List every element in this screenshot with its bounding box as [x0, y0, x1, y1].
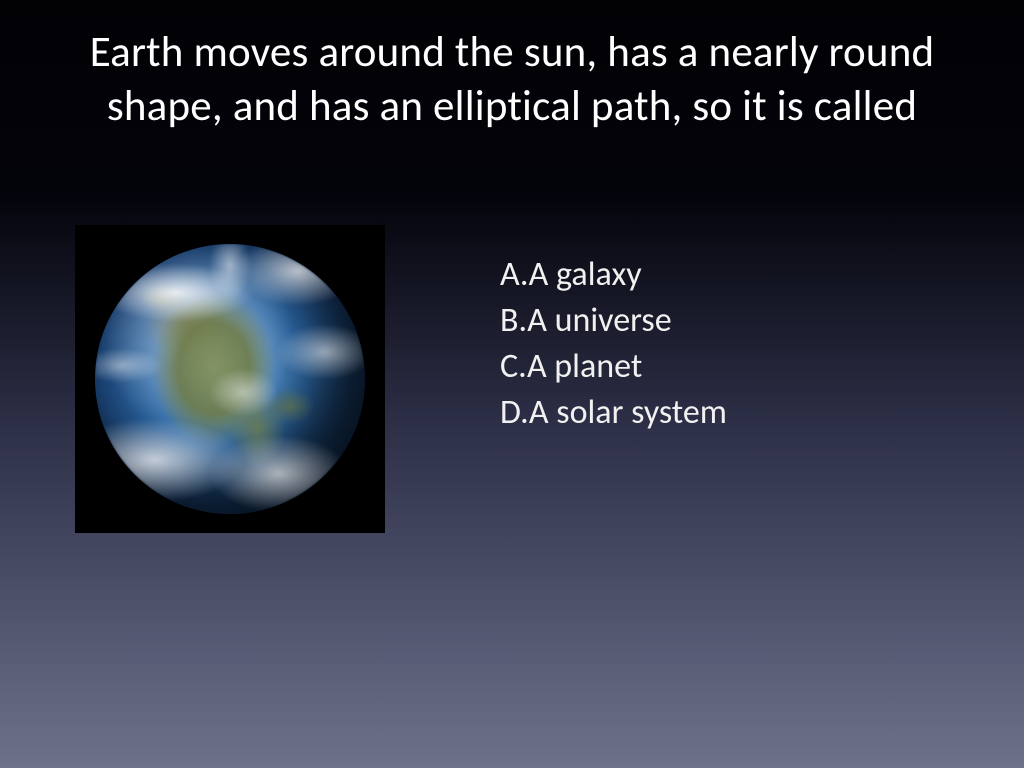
- option-d: D.A solar system: [500, 390, 727, 436]
- earth-clouds: [95, 244, 365, 514]
- question-text: Earth moves around the sun, has a nearly…: [35, 25, 989, 133]
- earth-globe: [95, 244, 365, 514]
- earth-image: [75, 225, 385, 533]
- answer-options: A.A galaxy B.A universe C.A planet D.A s…: [500, 252, 727, 436]
- option-a: A.A galaxy: [500, 252, 727, 298]
- option-c: C.A planet: [500, 344, 727, 390]
- option-b: B.A universe: [500, 298, 727, 344]
